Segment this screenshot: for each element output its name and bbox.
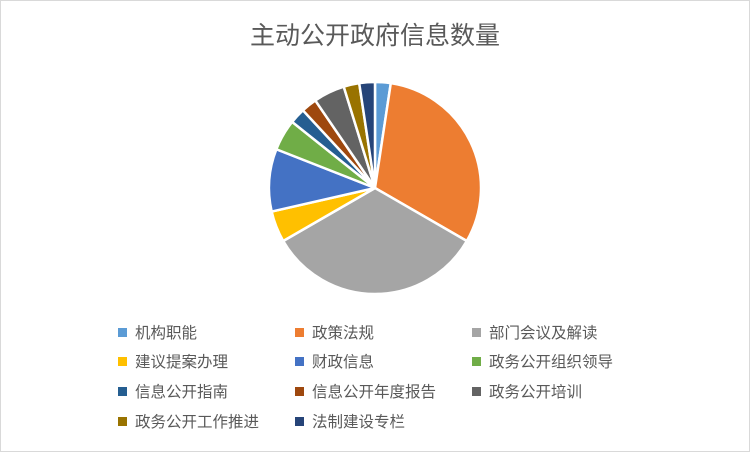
legend-swatch (295, 356, 304, 366)
legend-label: 信息公开指南 (135, 383, 229, 401)
legend-item: 政务公开培训 (472, 380, 582, 402)
legend-item: 政务公开组织领导 (472, 350, 613, 372)
legend-swatch (118, 416, 127, 426)
legend-swatch (472, 386, 481, 396)
legend-label: 部门会议及解读 (489, 324, 598, 342)
legend-swatch (295, 386, 304, 396)
legend-label: 信息公开年度报告 (312, 383, 437, 401)
legend-item: 法制建设专栏 (295, 410, 405, 432)
legend-swatch (118, 386, 127, 396)
legend-label: 政策法规 (312, 324, 375, 342)
chart-title: 主动公开政府信息数量 (249, 21, 500, 50)
legend-label: 政务公开工作推进 (135, 413, 260, 431)
legend-item: 信息公开指南 (118, 380, 228, 402)
legend-swatch (472, 327, 481, 337)
legend-label: 建议提案办理 (135, 353, 229, 371)
legend-swatch (472, 356, 481, 366)
legend-swatch (295, 327, 304, 337)
pie-slice-1 (373, 81, 483, 243)
legend-swatch (118, 327, 127, 337)
legend-swatch (118, 356, 127, 366)
legend-label: 法制建设专栏 (312, 413, 406, 431)
legend-item: 政务公开工作推进 (118, 410, 259, 432)
legend-item: 信息公开年度报告 (295, 380, 436, 402)
legend-label: 机构职能 (135, 324, 198, 342)
legend-label: 政务公开培训 (489, 383, 583, 401)
legend-item: 部门会议及解读 (472, 321, 598, 343)
legend-label: 政务公开组织领导 (489, 353, 614, 371)
pie-slice-10 (357, 80, 377, 190)
legend-item: 财政信息 (295, 350, 374, 372)
legend-item: 机构职能 (118, 321, 197, 343)
legend-item: 建议提案办理 (118, 350, 228, 372)
legend-label: 财政信息 (312, 353, 375, 371)
legend-swatch (295, 416, 304, 426)
legend-item: 政策法规 (295, 321, 374, 343)
